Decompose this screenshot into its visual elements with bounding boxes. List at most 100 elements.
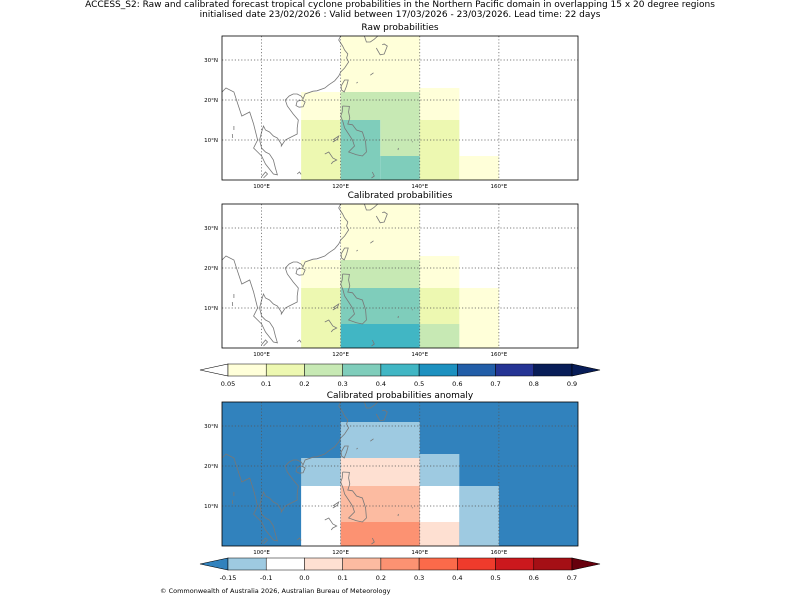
probability-cell (340, 36, 420, 60)
x-tick-label: 160°E (491, 184, 508, 190)
probability-cell (459, 288, 499, 348)
map-frame (221, 203, 579, 349)
coastline (296, 537, 302, 541)
colorbar-segment (418, 363, 458, 377)
coastline (340, 79, 349, 93)
x-tick-label: 140°E (411, 550, 428, 556)
colorbar-tick-label: -0.1 (260, 574, 273, 582)
coastline (356, 249, 358, 252)
coastline (261, 171, 269, 179)
colorbar-anomaly: -0.15 -0.1 0.0 0.1 0.2 0.3 0.4 0.5 0.6 0.7 (199, 557, 601, 582)
y-tick-label: 10°N (204, 138, 218, 144)
probability-cell (459, 486, 499, 546)
x-tick-label: 100°E (253, 184, 270, 190)
colorbar-probability: 0.05 0.1 0.2 0.3 0.4 0.5 0.6 0.7 0.8 0.9 (199, 363, 601, 388)
coastline (375, 43, 388, 56)
coastline (340, 105, 367, 157)
colorbar-tick-label: 0.6 (529, 574, 539, 582)
colorbar-segment (533, 363, 573, 377)
panel-title-raw: Raw probabilities (361, 23, 439, 33)
probability-cell (340, 60, 420, 92)
y-tick-label: 20°N (204, 98, 218, 104)
probability-cell (340, 458, 420, 486)
probability-cell (380, 120, 420, 156)
probability-cell (419, 256, 460, 288)
coastline (340, 471, 367, 523)
y-tick-label: 30°N (204, 226, 218, 232)
coastline (340, 247, 349, 261)
coastline (364, 35, 379, 43)
x-tick-label: 140°E (411, 184, 428, 190)
probability-cell (419, 324, 460, 348)
colorbar-segment (342, 557, 382, 571)
colorbar-tick-label: 0.9 (567, 380, 577, 388)
colorbar-tick-label: 0.8 (529, 380, 539, 388)
figure-subtitle: initialised date 23/02/2026 : Valid betw… (199, 10, 601, 20)
probability-cell (340, 92, 420, 120)
map-panel-1: 100°E 120°E 140°E 160°E 10°N 20°N 30°N (204, 203, 579, 358)
coastline (221, 203, 350, 344)
map-panel-0: 100°E 120°E 140°E 160°E 10°N 20°N 30°N (204, 35, 579, 190)
panel-title-anomaly: Calibrated probabilities anomaly (326, 391, 474, 401)
colorbar-tick-label: 0.3 (337, 380, 347, 388)
probability-cell (419, 88, 460, 120)
coastline (340, 445, 349, 459)
probability-cell (301, 458, 341, 486)
colorbar-tick-label: 0.7 (490, 380, 500, 388)
x-tick-label: 100°E (253, 352, 270, 358)
figure-title: ACCESS_S2: Raw and calibrated forecast t… (85, 0, 715, 10)
colorbar-tick-label: 0.1 (261, 380, 271, 388)
probability-cell (301, 486, 341, 546)
probability-cell (419, 454, 460, 486)
x-tick-label: 120°E (332, 352, 349, 358)
colorbar-segment (227, 363, 267, 377)
colorbar-tick-label: 0.4 (376, 380, 386, 388)
x-tick-label: 160°E (491, 352, 508, 358)
colorbar-segment (495, 557, 535, 571)
coastline (332, 302, 340, 311)
coastline (371, 537, 375, 545)
map-panel-2: 100°E 120°E 140°E 160°E 10°N 20°N 30°N (204, 401, 579, 556)
map-frame (221, 401, 579, 547)
coastline (324, 319, 338, 333)
colorbar-segment (265, 363, 305, 377)
coastline (356, 447, 358, 450)
coastline (375, 409, 388, 422)
coastline (221, 401, 350, 542)
probability-cell (301, 92, 341, 120)
coastline (332, 500, 340, 509)
colorbar-segment (304, 363, 343, 377)
coastline (370, 438, 374, 442)
colorbar-tick-label: 0.4 (452, 574, 462, 582)
colorbar-segment (265, 557, 305, 571)
copyright-text: © Commonwealth of Australia 2026, Austra… (160, 587, 391, 595)
probability-cell (340, 324, 420, 348)
colorbar-segment (380, 557, 420, 571)
coastline (295, 99, 306, 108)
coastline (370, 240, 374, 244)
probability-cell (419, 486, 460, 522)
colorbar-segment (457, 557, 496, 571)
colorbar-segment (380, 363, 420, 377)
coastline (324, 151, 338, 165)
x-tick-label: 140°E (411, 352, 428, 358)
colorbar-over-arrow (571, 557, 601, 571)
y-tick-label: 20°N (204, 266, 218, 272)
colorbar-tick-label: 0.6 (452, 380, 462, 388)
probability-cell (459, 156, 499, 180)
probability-cell (419, 522, 460, 546)
colorbar-tick-label: 0.5 (490, 574, 500, 582)
coastline (221, 35, 350, 176)
y-tick-label: 10°N (204, 306, 218, 312)
probability-cell (380, 156, 420, 180)
probability-cell (340, 422, 420, 426)
colorbar-tick-label: 0.2 (376, 574, 386, 582)
x-tick-label: 160°E (491, 550, 508, 556)
probability-cell (419, 288, 460, 324)
coastline (364, 401, 379, 409)
colorbar-segment (304, 557, 343, 571)
coastline (332, 134, 340, 143)
y-tick-label: 10°N (204, 504, 218, 510)
y-tick-label: 30°N (204, 424, 218, 430)
map-frame (221, 35, 579, 181)
